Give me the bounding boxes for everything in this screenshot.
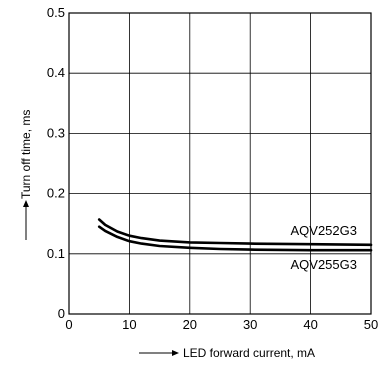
x-tick-label: 30 — [243, 317, 257, 332]
y-axis-label: Turn off time, ms — [19, 110, 33, 199]
x-axis-arrow-head — [172, 350, 179, 356]
y-tick-label: 0.3 — [47, 125, 65, 140]
series-labels: AQV252G3 AQV255G3 — [291, 223, 358, 272]
y-tick-label: 0 — [58, 306, 65, 321]
series-line — [97, 218, 373, 247]
y-axis-arrow-head — [23, 200, 29, 207]
x-tick-label: 0 — [65, 317, 72, 332]
series-label: AQV255G3 — [291, 257, 358, 272]
y-tick-label: 0.2 — [47, 186, 65, 201]
series-label: AQV252G3 — [291, 223, 358, 238]
x-axis-label: LED forward current, mA — [183, 346, 315, 360]
y-tick-label: 0.4 — [47, 65, 65, 80]
x-tick-label: 50 — [364, 317, 378, 332]
series-lines — [97, 218, 373, 252]
series-line — [97, 225, 373, 252]
x-tick-label: 20 — [183, 317, 197, 332]
grid — [69, 13, 371, 314]
plot-frame — [68, 12, 372, 315]
tick-labels: 0 10 20 30 40 50 0 0.1 0.2 0.3 0.4 0.5 — [47, 5, 378, 332]
x-tick-label: 40 — [303, 317, 317, 332]
y-axis-label-group: Turn off time, ms — [19, 110, 33, 240]
y-tick-label: 0.5 — [47, 5, 65, 20]
y-tick-label: 0.1 — [47, 246, 65, 261]
x-tick-label: 10 — [122, 317, 136, 332]
x-axis-label-group: LED forward current, mA — [139, 346, 315, 360]
